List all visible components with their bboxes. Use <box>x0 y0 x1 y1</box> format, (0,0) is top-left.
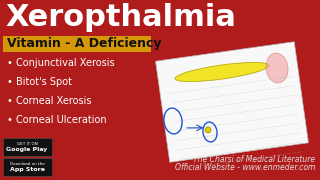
FancyBboxPatch shape <box>3 158 52 176</box>
Text: • Corneal Xerosis: • Corneal Xerosis <box>7 96 92 106</box>
Text: • Corneal Ulceration: • Corneal Ulceration <box>7 115 107 125</box>
Text: Official Website - www.enmeder.com: Official Website - www.enmeder.com <box>175 163 315 172</box>
Text: • Conjunctival Xerosis: • Conjunctival Xerosis <box>7 58 115 68</box>
Ellipse shape <box>175 62 269 82</box>
Text: • Bitot's Spot: • Bitot's Spot <box>7 77 72 87</box>
Text: App Store: App Store <box>10 167 44 172</box>
FancyBboxPatch shape <box>156 42 308 162</box>
Text: The Charsi of Medical Literature: The Charsi of Medical Literature <box>193 155 315 164</box>
Text: Google Play: Google Play <box>6 147 48 152</box>
Text: GET IT ON: GET IT ON <box>17 142 37 146</box>
Ellipse shape <box>266 53 288 83</box>
FancyBboxPatch shape <box>3 138 52 156</box>
Text: Vitamin - A Deficiency: Vitamin - A Deficiency <box>7 37 162 51</box>
FancyBboxPatch shape <box>3 36 151 52</box>
Text: Xeropthalmia: Xeropthalmia <box>5 3 236 32</box>
Ellipse shape <box>205 127 211 133</box>
Text: Download on the: Download on the <box>10 162 44 166</box>
